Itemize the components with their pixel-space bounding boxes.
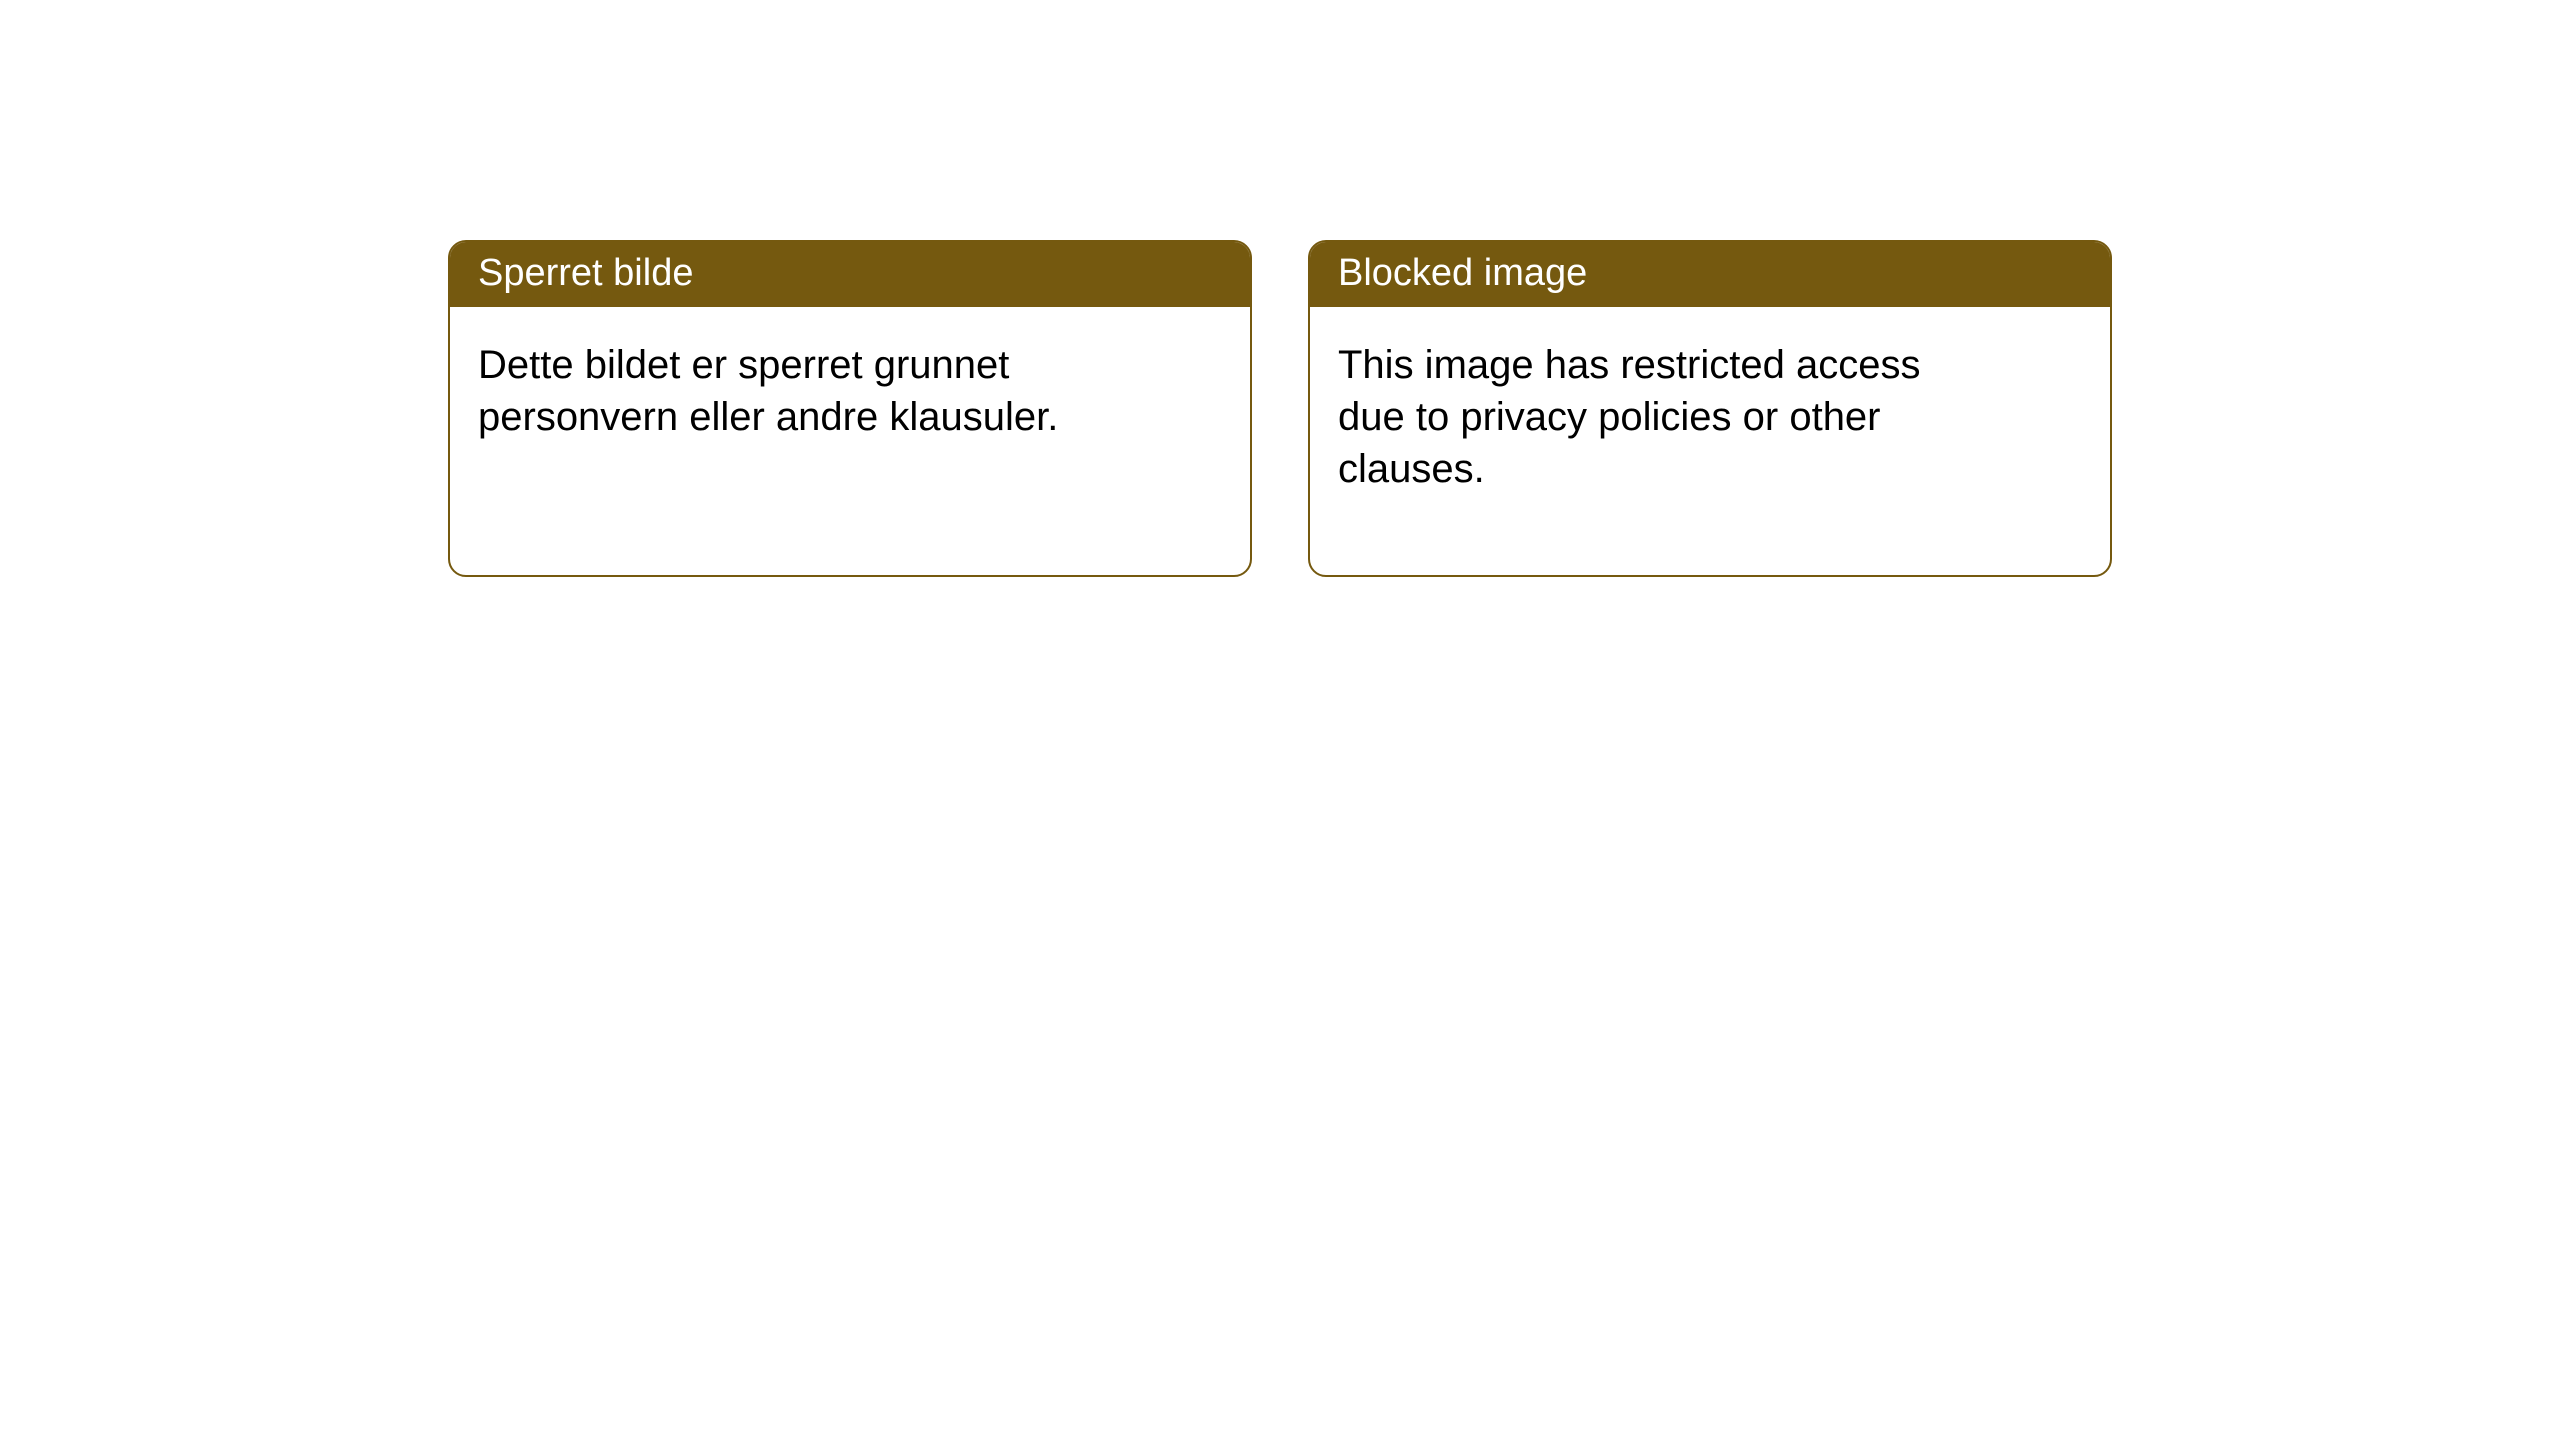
notice-title-norwegian: Sperret bilde <box>450 242 1250 307</box>
notice-body-english: This image has restricted access due to … <box>1310 307 1990 575</box>
notice-title-english: Blocked image <box>1310 242 2110 307</box>
notice-body-norwegian: Dette bildet er sperret grunnet personve… <box>450 307 1130 523</box>
notice-box-norwegian: Sperret bilde Dette bildet er sperret gr… <box>448 240 1252 577</box>
notice-box-english: Blocked image This image has restricted … <box>1308 240 2112 577</box>
notice-container: Sperret bilde Dette bildet er sperret gr… <box>0 0 2560 577</box>
